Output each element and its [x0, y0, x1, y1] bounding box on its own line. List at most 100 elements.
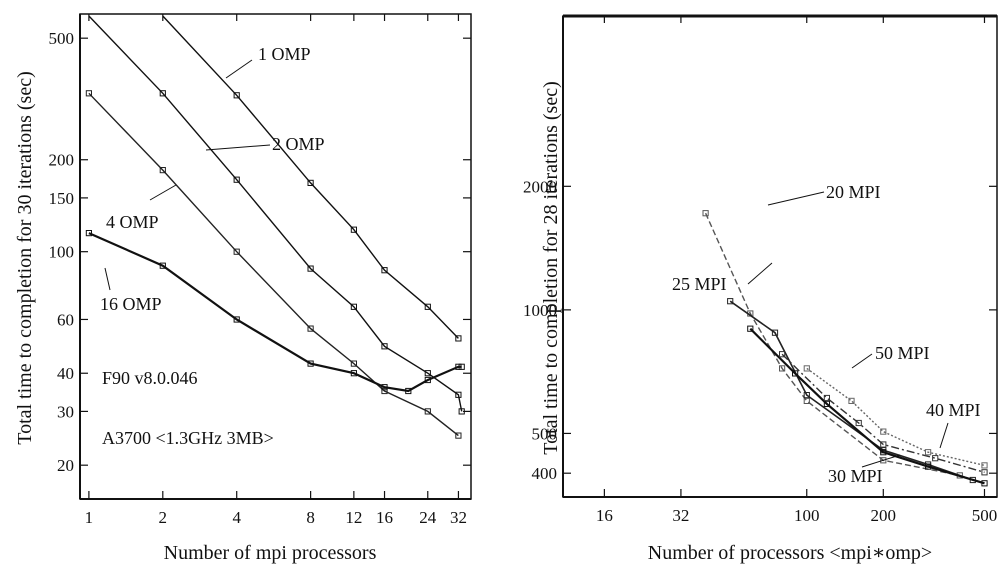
- left-y-tick-label: 30: [57, 402, 74, 421]
- right-point-30mpi: [981, 480, 988, 487]
- right-point-25mpi: [771, 329, 779, 336]
- left-point-1omp: [233, 92, 240, 99]
- left-point-16omp: [424, 376, 431, 384]
- left-point-4omp: [350, 360, 357, 367]
- right-x-tick-label: 32: [672, 506, 689, 525]
- right-point-20mpi: [702, 210, 709, 217]
- left-y-axis-title: Total time to completion for 30 iteratio…: [14, 71, 36, 445]
- right-series-line-50mpi: [806, 367, 985, 467]
- right-y-tick-label: 2000: [523, 177, 557, 196]
- left-point-1omp: [381, 267, 388, 274]
- left-y-tick-label: 100: [49, 243, 75, 262]
- right-leader-25mpi: [747, 262, 773, 285]
- left-point-4omp: [424, 408, 431, 415]
- left-point-1omp: [424, 303, 431, 310]
- right-point-25mpi: [727, 298, 734, 305]
- left-annotation-compiler: F90 v8.0.046: [102, 368, 198, 388]
- right-point-25mpi: [803, 392, 810, 399]
- right-x-axis-title: Number of processors <mpi∗omp>: [648, 542, 932, 564]
- right-series-label-50mpi: 50 MPI: [875, 343, 930, 363]
- right-x-tick-label: 100: [794, 506, 820, 525]
- left-x-tick-label: 2: [159, 508, 168, 527]
- left-series-label-1omp: 1 OMP: [258, 44, 311, 64]
- left-series-line-16omp: [88, 232, 462, 393]
- right-point-40mpi: [880, 441, 887, 448]
- left-x-tick-label: 8: [306, 508, 315, 527]
- left-point-2omp: [381, 343, 388, 350]
- right-x-tick-label: 500: [972, 506, 998, 525]
- right-point-30mpi: [792, 370, 799, 377]
- right-point-40mpi: [779, 351, 786, 358]
- right-series-label-40mpi: 40 MPI: [926, 400, 981, 420]
- left-x-tick-label: 4: [232, 508, 241, 527]
- left-point-16omp: [159, 262, 166, 269]
- right-point-20mpi: [803, 397, 810, 404]
- right-point-20mpi: [880, 457, 887, 464]
- left-leader-16omp: [104, 267, 111, 291]
- left-point-4omp: [233, 248, 240, 255]
- left-series-label-16omp: 16 OMP: [100, 294, 162, 314]
- right-series-label-30mpi: 30 MPI: [828, 466, 883, 486]
- left-point-16omp: [233, 316, 240, 323]
- left-point-16omp: [455, 363, 462, 370]
- right-point-40mpi: [855, 419, 862, 427]
- left-point-4omp: [85, 90, 93, 97]
- right-chart: 400 500 1000 2000 16 32 100 200 500 20 MPI 25 M…: [523, 14, 998, 564]
- right-point-30mpi: [747, 325, 754, 332]
- left-point-2omp: [458, 408, 465, 415]
- right-series-label-25mpi: 25 MPI: [672, 274, 727, 294]
- right-leader-40mpi: [939, 422, 949, 449]
- right-point-40mpi: [981, 469, 988, 476]
- left-y-ticks: 20 30 40 60 100 150 200 500: [49, 29, 471, 475]
- left-point-16omp: [307, 360, 314, 367]
- left-series-line-1omp: [162, 15, 459, 339]
- left-x-tick-label: 16: [376, 508, 393, 527]
- left-y-tick-label: 40: [57, 364, 74, 383]
- right-y-tick-label: 400: [532, 464, 558, 483]
- right-point-30mpi: [880, 449, 887, 456]
- left-point-2omp: [159, 90, 166, 97]
- right-point-50mpi: [880, 428, 887, 435]
- right-point-50mpi: [848, 397, 855, 404]
- left-point-16omp: [350, 370, 357, 377]
- left-x-tick-label: 1: [85, 508, 94, 527]
- left-point-2omp: [307, 265, 314, 272]
- left-x-ticks: 1 2 4 8 12 16 24 32: [85, 14, 467, 527]
- left-leader-4omp: [149, 184, 177, 201]
- right-plot-frame: [562, 15, 998, 498]
- left-y-tick-label: 200: [49, 151, 75, 170]
- left-point-1omp: [350, 226, 357, 233]
- right-point-50mpi: [803, 365, 810, 372]
- right-point-30mpi: [925, 463, 932, 470]
- left-leader-1omp: [225, 59, 253, 79]
- right-leader-50mpi: [851, 353, 873, 369]
- left-x-tick-label: 32: [450, 508, 467, 527]
- right-x-ticks: 16 32 100 200 500: [596, 16, 997, 525]
- left-plot-frame: [79, 13, 472, 500]
- left-point-16omp: [458, 363, 465, 370]
- right-series-label-20mpi: 20 MPI: [826, 182, 881, 202]
- left-x-tick-label: 24: [419, 508, 437, 527]
- left-point-4omp: [381, 387, 388, 395]
- left-y-tick-label: 500: [49, 29, 75, 48]
- right-series-lines: [702, 210, 988, 487]
- left-point-16omp: [85, 230, 93, 237]
- left-point-16omp: [405, 387, 412, 395]
- right-y-tick-label: 500: [532, 424, 558, 443]
- left-x-axis-title: Number of mpi processors: [164, 542, 377, 564]
- left-series-label-2omp: 2 OMP: [272, 134, 325, 154]
- left-point-1omp: [307, 179, 314, 187]
- right-y-ticks: 400 500 1000 2000: [523, 177, 997, 483]
- left-point-4omp: [159, 167, 166, 174]
- right-x-tick-label: 200: [871, 506, 897, 525]
- right-series-line-30mpi: [749, 327, 985, 485]
- right-point-20mpi: [779, 365, 786, 372]
- right-point-40mpi: [932, 455, 939, 462]
- right-series-line-25mpi: [729, 300, 974, 481]
- left-y-tick-label: 20: [57, 456, 74, 475]
- right-leader-20mpi: [767, 191, 825, 206]
- right-point-50mpi: [925, 449, 932, 456]
- right-y-tick-label: 1000: [523, 301, 557, 320]
- left-series-line-2omp: [88, 15, 463, 412]
- left-point-2omp: [233, 176, 240, 183]
